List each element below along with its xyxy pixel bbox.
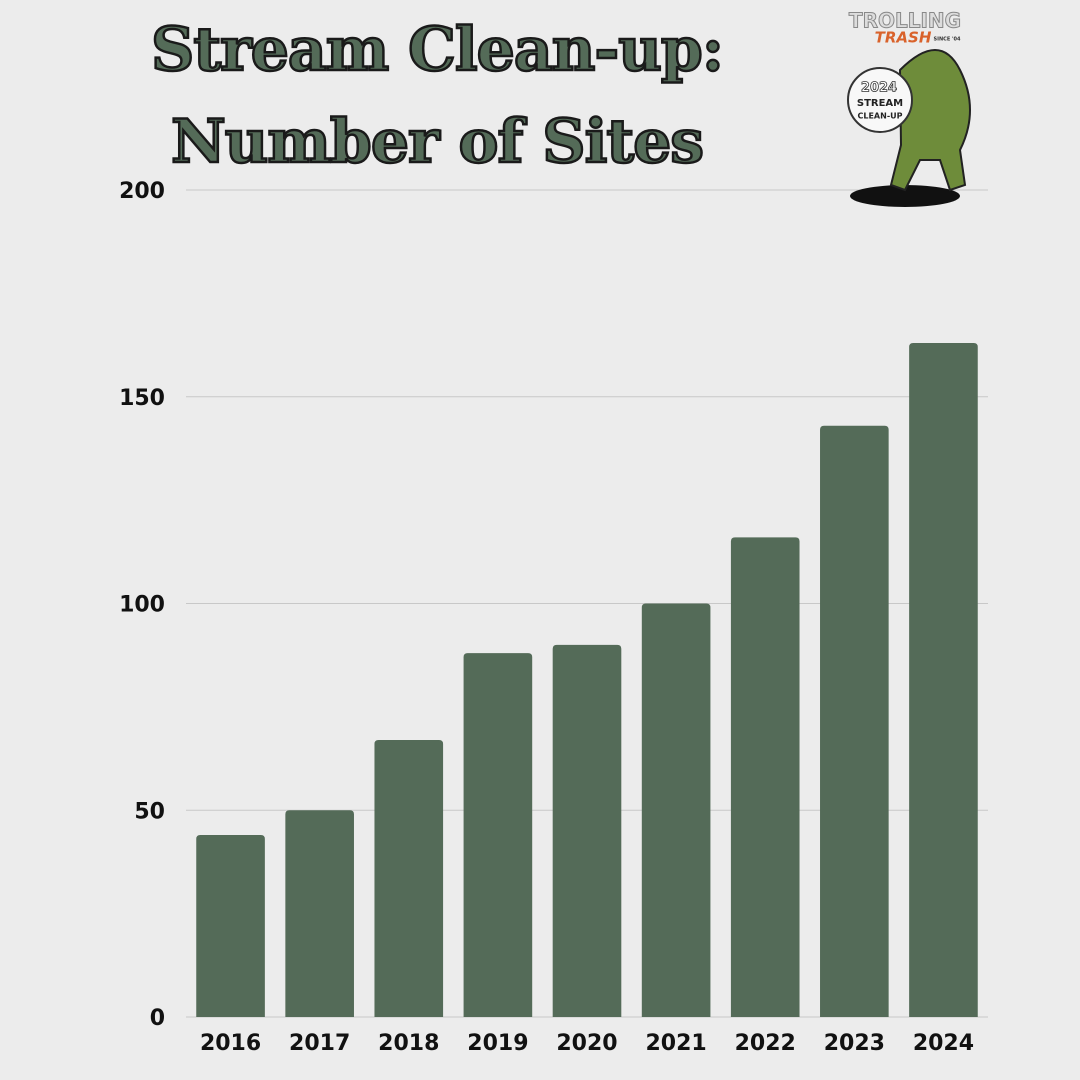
bar [285,810,354,1017]
x-tick-label: 2023 [824,1031,885,1056]
bar [730,537,800,1017]
logo-line1: STREAM [857,98,903,109]
logo-line2: CLEAN-UP [858,112,903,121]
x-tick-label: 2017 [289,1031,350,1056]
y-tick-label: 50 [134,799,165,824]
bar [552,644,622,1017]
x-tick-label: 2020 [556,1031,617,1056]
bar [641,603,711,1017]
logo-troll [889,49,971,192]
x-tick-label: 2022 [735,1031,796,1056]
x-tick-label: 2024 [913,1031,974,1056]
bar [196,835,265,1017]
bar [374,739,444,1017]
bar [909,342,978,1017]
logo-shadow [850,185,960,207]
chart-title: Stream Clean-up: Number of Sites [150,14,725,179]
bar [463,653,533,1017]
logo-since: SINCE '04 [934,37,961,43]
logo-name: TROLLING [849,9,961,33]
y-tick-label: 200 [119,179,165,204]
logo-year: 2024 [861,81,897,96]
y-tick-label: 100 [119,593,165,618]
y-tick-label: 0 [150,1006,165,1031]
x-tick-label: 2021 [645,1031,706,1056]
logo-subname: TRASH [875,29,932,47]
y-tick-label: 150 [119,386,165,411]
logo: TROLLING TRASH SINCE '04 2024 STREAM CLE… [847,8,971,207]
x-tick-label: 2016 [200,1031,261,1056]
bar [820,425,889,1017]
x-tick-label: 2019 [467,1031,528,1056]
x-tick-label: 2018 [378,1031,439,1056]
logo-bag [847,67,913,133]
